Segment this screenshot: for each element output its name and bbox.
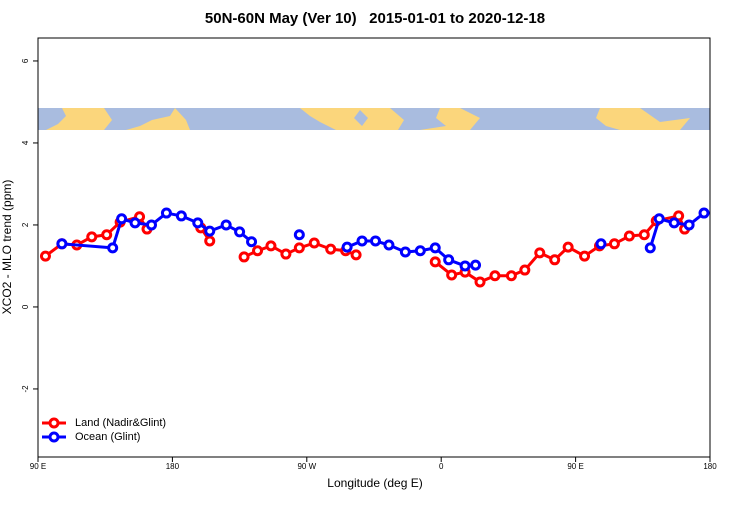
point [608, 238, 620, 250]
point [562, 241, 574, 253]
point [86, 231, 98, 243]
plot-frame [37, 37, 711, 458]
legend-marker [48, 431, 60, 443]
point [220, 219, 232, 231]
point [595, 238, 607, 250]
y-tick-label: -2 [21, 385, 30, 393]
map-strip [38, 108, 710, 130]
point [519, 264, 531, 276]
point [429, 242, 441, 254]
point [107, 242, 119, 254]
point [653, 213, 665, 225]
point [350, 249, 362, 261]
point [489, 270, 501, 282]
point [341, 241, 353, 253]
y-tick-label: 4 [21, 140, 30, 145]
y-tick-label: 0 [21, 304, 30, 309]
point [369, 235, 381, 247]
point [234, 226, 246, 238]
x-tick-label: 90 W [297, 462, 316, 471]
point [56, 238, 68, 250]
point [399, 246, 411, 258]
x-tick-label: 0 [439, 462, 444, 471]
point [252, 245, 264, 257]
y-axis-label: XCO2 - MLO trend (ppm) [0, 180, 14, 315]
point [644, 242, 656, 254]
series-line [44, 214, 686, 284]
point [459, 260, 471, 272]
point [175, 210, 187, 222]
x-tick-label: 90 E [567, 462, 583, 471]
point [549, 254, 561, 266]
point [505, 270, 517, 282]
legend-marker [48, 417, 60, 429]
point [204, 225, 216, 237]
point [579, 250, 591, 262]
point [383, 239, 395, 251]
x-tick-label: 180 [703, 462, 717, 471]
point [414, 245, 426, 257]
point [293, 229, 305, 241]
point [356, 235, 368, 247]
point [204, 235, 216, 247]
point [534, 247, 546, 259]
point [101, 229, 113, 241]
point [39, 250, 51, 262]
point [129, 217, 141, 229]
point [293, 242, 305, 254]
point [443, 254, 455, 266]
point [623, 230, 635, 242]
x-axis-label: Longitude (deg E) [327, 476, 422, 490]
point [246, 236, 258, 248]
y-tick-label: 2 [21, 222, 30, 227]
x-tick-label: 180 [166, 462, 180, 471]
point [638, 229, 650, 241]
legend-label: Land (Nadir&Glint) [75, 417, 166, 429]
point [470, 259, 482, 271]
point [698, 207, 710, 219]
point [145, 219, 157, 231]
point [668, 217, 680, 229]
point [683, 219, 695, 231]
point [446, 269, 458, 281]
y-tick-label: 6 [21, 58, 30, 63]
point [192, 217, 204, 229]
legend-label: Ocean (Glint) [75, 431, 140, 443]
point [280, 248, 292, 260]
point [429, 256, 441, 268]
point [238, 251, 250, 263]
chart-title: 50N-60N May (Ver 10) 2015-01-01 to 2020-… [205, 10, 545, 27]
point [265, 240, 277, 252]
x-tick-label: 90 E [30, 462, 46, 471]
point [116, 213, 128, 225]
point [308, 237, 320, 249]
point [160, 207, 172, 219]
point [325, 243, 337, 255]
point [474, 276, 486, 288]
